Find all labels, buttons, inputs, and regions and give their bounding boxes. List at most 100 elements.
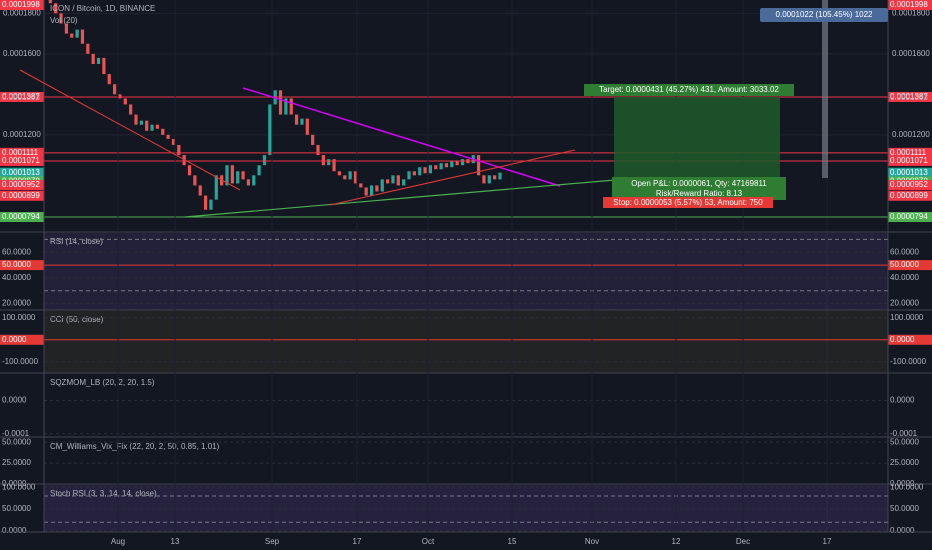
measure-bar	[822, 0, 828, 178]
price-tick-label: 0.0001200	[3, 130, 41, 139]
scale-label: 100.0000	[2, 313, 36, 322]
trendline	[184, 179, 616, 218]
trendline	[242, 87, 561, 187]
price-tag-label: 0.0000952	[2, 180, 40, 189]
ratio-label: Risk/Reward Ratio: 8.13	[656, 189, 743, 198]
candle	[321, 155, 325, 166]
scale-label: 25.0000	[890, 458, 919, 467]
price-tag-label: 0.0000794	[2, 212, 40, 221]
candle	[257, 165, 261, 176]
scale-label: 50.0000	[890, 504, 919, 513]
candle	[305, 118, 309, 135]
price-tag	[0, 147, 44, 158]
scale-label: 0.0000	[890, 526, 915, 535]
candle	[487, 175, 491, 184]
candle	[118, 94, 122, 99]
candle	[412, 171, 416, 176]
candle	[439, 163, 443, 170]
price-tag	[888, 334, 932, 345]
measure-box	[760, 8, 888, 22]
candle	[182, 155, 186, 166]
price-tag-label: 0.0001013	[2, 168, 40, 177]
candle	[145, 120, 149, 131]
panel-title: Stoch RSI (3, 3, 14, 14, close)	[50, 489, 157, 498]
candle	[86, 43, 90, 54]
candle	[129, 104, 133, 115]
price-tag	[0, 167, 44, 178]
candle	[214, 175, 218, 200]
time-label: Sep	[265, 537, 280, 546]
price-tag-label: 0.0001998	[890, 0, 928, 9]
candle	[155, 124, 160, 129]
candle	[375, 185, 379, 192]
scale-label: 0.0000	[2, 526, 27, 535]
candle	[177, 144, 181, 156]
candle	[59, 13, 63, 24]
price-tag	[888, 91, 932, 102]
pnl-box	[612, 177, 786, 200]
scale-label: 100.0000	[890, 313, 924, 322]
price-tag-label: 0.0000899	[890, 191, 928, 200]
candle	[343, 175, 347, 180]
price-tag	[0, 155, 44, 166]
candle	[70, 33, 74, 38]
scale-label: 0.0000	[890, 335, 915, 344]
measure-label: 0.0001022 (105.45%) 1022	[776, 10, 874, 19]
price-tag	[0, 0, 44, 10]
candle	[450, 161, 454, 168]
candle	[198, 185, 202, 196]
price-tick-label: 0.0001800	[3, 8, 41, 17]
price-tag	[0, 91, 44, 102]
panel-band	[44, 485, 888, 531]
candle	[187, 165, 192, 176]
target-box	[584, 84, 794, 96]
price-tag	[888, 260, 932, 271]
price-tag-label: 0.0001111	[890, 148, 927, 157]
price-tag-label: 0.0001383	[2, 93, 40, 102]
panel-title: RSI (14, close)	[50, 237, 103, 246]
candle	[493, 175, 497, 180]
candle	[80, 29, 85, 44]
scale-label: 50.0000	[2, 437, 31, 446]
price-tag	[0, 260, 44, 271]
price-tick-label: 0.0001200	[892, 130, 930, 139]
candle	[268, 104, 272, 156]
candle	[150, 124, 154, 131]
price-tick-label: 0.0001600	[3, 49, 41, 58]
candle	[300, 118, 304, 125]
panel-title: CM_Williams_Vix_Fix (22, 20, 2, 50, 0.85…	[50, 442, 220, 451]
target-zone	[614, 97, 780, 180]
candle	[380, 179, 384, 192]
scale-label: 40.0000	[890, 273, 919, 282]
candle	[139, 120, 143, 125]
candle	[278, 90, 283, 115]
candle	[402, 179, 406, 186]
price-tag-label: 0.0001998	[2, 0, 40, 9]
price-tag-label: 0.0001013	[890, 168, 928, 177]
candle	[246, 179, 251, 186]
candle	[171, 138, 176, 145]
candle	[112, 84, 117, 95]
scale-label: 60.0000	[2, 247, 31, 256]
candle	[161, 128, 165, 135]
price-tick-label: 0.0001600	[892, 49, 930, 58]
price-tag	[0, 334, 44, 345]
candle	[54, 3, 58, 14]
time-label: 15	[508, 537, 517, 546]
candle	[337, 171, 342, 176]
price-tag-label: 0.0001071	[2, 156, 40, 165]
price-tag-label: 0.0001071	[890, 156, 928, 165]
candle	[289, 98, 293, 115]
candle	[476, 155, 481, 176]
pnl-label: Open P&L: 0.0000061, Qty: 47169811	[631, 179, 767, 188]
scale-label: 25.0000	[2, 458, 31, 467]
price-tag	[888, 190, 932, 201]
price-tag-label: 0.0000952	[890, 180, 928, 189]
candle	[166, 134, 170, 139]
candle	[241, 171, 245, 180]
volume-label: Vol (20)	[50, 16, 78, 25]
price-tag	[0, 190, 44, 201]
candle	[316, 144, 320, 156]
candle	[407, 171, 411, 180]
candle	[391, 175, 395, 184]
